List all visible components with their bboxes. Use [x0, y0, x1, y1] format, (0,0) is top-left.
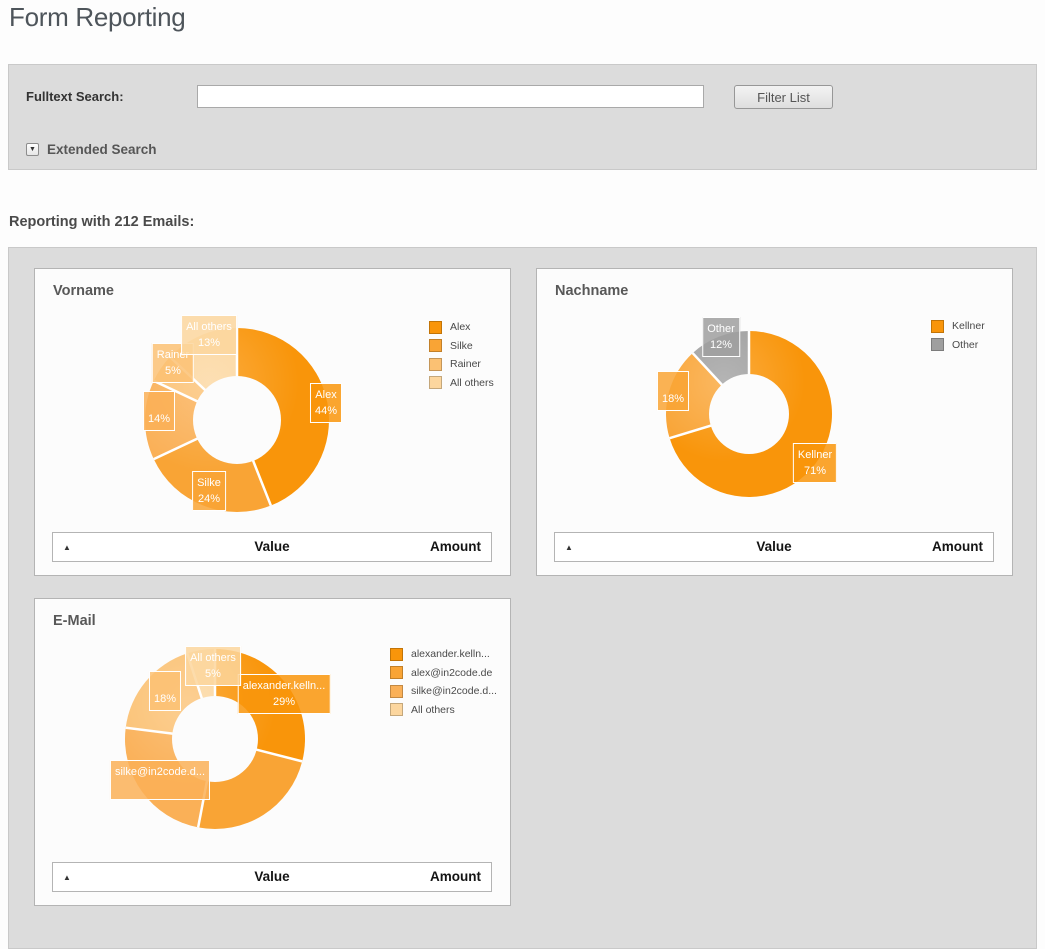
- legend-label: Rainer: [450, 358, 481, 371]
- chart-card-nachname: Nachname Kellner 71% 18% Other 12% Kellner Oth…: [536, 268, 1013, 576]
- slice-label-name: All others: [186, 321, 232, 333]
- legend-item: All others: [390, 701, 497, 720]
- result-table-header: Value ▲ Amount: [52, 532, 492, 562]
- chart-legend: Alex Silke Rainer All others: [429, 318, 494, 392]
- slice-label-box: Alex 44%: [309, 383, 343, 423]
- legend-swatch-icon: [931, 338, 944, 352]
- slice-label-box: alexander.kelln... 29%: [237, 674, 331, 714]
- legend-item: Silke: [429, 337, 494, 356]
- slice-label-name: Silke: [197, 477, 221, 489]
- column-header-amount[interactable]: Amount: [430, 539, 481, 554]
- slice-label-percent: 18%: [153, 693, 177, 705]
- legend-swatch-icon: [931, 319, 944, 333]
- legend-item: alex@in2code.de: [390, 664, 497, 683]
- filter-list-button[interactable]: Filter List: [734, 85, 833, 109]
- legend-item: Rainer: [429, 355, 494, 374]
- legend-swatch-icon: [390, 703, 403, 717]
- slice-label-percent: 14%: [147, 413, 171, 425]
- legend-item: Alex: [429, 318, 494, 337]
- column-header-amount[interactable]: Amount: [430, 869, 481, 884]
- slice-label-percent: 13%: [197, 337, 221, 349]
- legend-swatch-icon: [390, 647, 403, 661]
- chart-legend: Kellner Other: [931, 317, 985, 354]
- column-header-value[interactable]: Value: [254, 539, 290, 554]
- legend-label: All others: [411, 703, 455, 716]
- column-header-value[interactable]: Value: [254, 869, 290, 884]
- slice-label-name: Kellner: [797, 449, 833, 461]
- slice-label-percent: 71%: [803, 465, 827, 477]
- sort-ascending-icon[interactable]: ▲: [63, 543, 71, 552]
- search-panel: Fulltext Search: Filter List ▼ Extended …: [8, 64, 1037, 170]
- slice-label-box: 18%: [656, 371, 690, 411]
- slice-label-name: silke@in2code.d...: [114, 766, 206, 778]
- slice-label-percent: 44%: [314, 405, 338, 417]
- slice-label-percent: 29%: [272, 696, 296, 708]
- slice-label-percent: 24%: [197, 493, 221, 505]
- extended-search-label: Extended Search: [47, 141, 157, 157]
- sort-ascending-icon[interactable]: ▲: [565, 543, 573, 552]
- legend-swatch-icon: [390, 666, 403, 680]
- result-table-header: Value ▲ Amount: [554, 532, 994, 562]
- slice-label-name: [662, 375, 684, 391]
- legend-swatch-icon: [429, 357, 442, 371]
- donut-hole: [709, 374, 789, 454]
- fulltext-search-label: Fulltext Search:: [26, 89, 124, 104]
- legend-item: Other: [931, 336, 985, 355]
- legend-item: silke@in2code.d...: [390, 682, 497, 701]
- slice-label-box: Kellner 71%: [792, 443, 838, 483]
- result-table-header: Value ▲ Amount: [52, 862, 492, 892]
- donut-hole: [193, 376, 281, 464]
- legend-label: All others: [450, 376, 494, 389]
- slice-label-name: Other: [707, 323, 735, 335]
- legend-swatch-icon: [429, 376, 442, 390]
- chart-card-e-mail: E-Mail alexander.kelln... 29% silke@in2cod…: [34, 598, 511, 906]
- legend-item: alexander.kelln...: [390, 645, 497, 664]
- extended-search-toggle[interactable]: ▼ Extended Search: [26, 141, 157, 157]
- report-heading: Reporting with 212 Emails:: [9, 214, 195, 230]
- slice-label-box: All others 5%: [185, 646, 241, 686]
- column-header-amount[interactable]: Amount: [932, 539, 983, 554]
- slice-label-box: Other 12%: [702, 317, 740, 357]
- chart-title: Vorname: [53, 283, 114, 299]
- slice-label-name: [154, 675, 176, 691]
- legend-item: Kellner: [931, 317, 985, 336]
- legend-label: silke@in2code.d...: [411, 685, 497, 698]
- legend-label: Alex: [450, 321, 471, 334]
- slice-label-box: 18%: [148, 671, 182, 711]
- chart-title: Nachname: [555, 283, 629, 299]
- slice-label-name: Alex: [315, 389, 337, 401]
- slice-label-percent: 5%: [165, 365, 181, 377]
- page-title: Form Reporting: [9, 2, 186, 32]
- sort-ascending-icon[interactable]: ▲: [63, 873, 71, 882]
- slice-label-name: All others: [190, 652, 236, 664]
- slice-label-percent: [115, 780, 205, 796]
- legend-swatch-icon: [429, 339, 442, 353]
- legend-item: All others: [429, 374, 494, 393]
- chart-title: E-Mail: [53, 613, 96, 629]
- slice-label-percent: 12%: [709, 339, 733, 351]
- legend-label: Kellner: [952, 320, 985, 333]
- legend-label: alexander.kelln...: [411, 648, 490, 661]
- legend-label: Other: [952, 338, 979, 351]
- column-header-value[interactable]: Value: [756, 539, 792, 554]
- slice-label-box: silke@in2code.d...: [109, 760, 211, 800]
- donut-chart-nachname: [666, 331, 832, 497]
- slice-label-name: [148, 395, 170, 411]
- legend-swatch-icon: [429, 320, 442, 334]
- slice-label-percent: 18%: [661, 393, 685, 405]
- legend-swatch-icon: [390, 684, 403, 698]
- legend-label: Silke: [450, 339, 473, 352]
- chart-card-vorname: Vorname Alex 44% Silke 24% 14% Rainer 5% All ot…: [34, 268, 511, 576]
- slice-label-percent: 5%: [205, 668, 221, 680]
- legend-label: alex@in2code.de: [411, 666, 493, 679]
- slice-label-box: All others 13%: [181, 315, 237, 355]
- slice-label-name: alexander.kelln...: [242, 680, 326, 692]
- chart-legend: alexander.kelln... alex@in2code.de silke@i…: [390, 645, 497, 719]
- reporting-panel: Vorname Alex 44% Silke 24% 14% Rainer 5% All ot…: [8, 247, 1037, 949]
- slice-label-box: Silke 24%: [192, 471, 226, 511]
- fulltext-search-input[interactable]: [197, 85, 704, 108]
- collapse-chevron-icon[interactable]: ▼: [26, 142, 39, 156]
- slice-label-box: 14%: [142, 391, 176, 431]
